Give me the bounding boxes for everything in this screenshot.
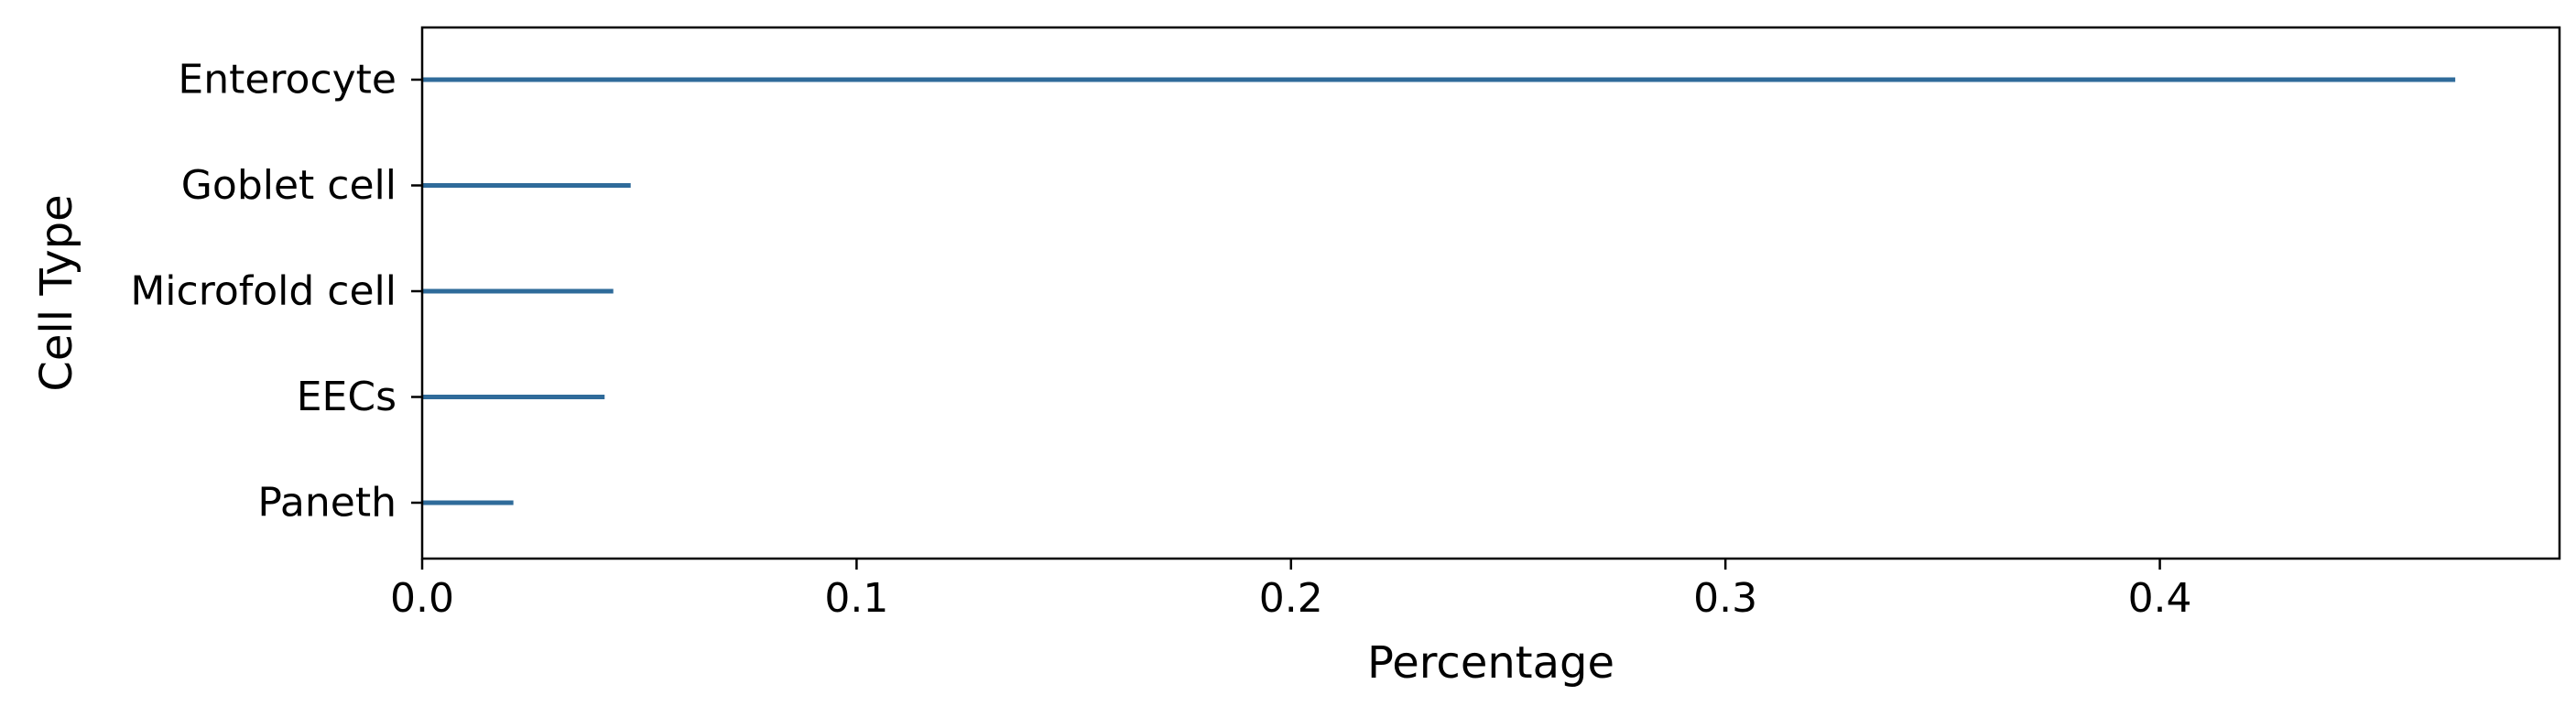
x-tick-label: 0.2 [1259,575,1323,622]
y-axis-label: Cell Type [31,194,82,391]
bar-eecs [422,395,605,399]
bar-enterocyte [422,77,2456,82]
y-tick-label: EECs [297,374,397,420]
y-tick-label: Goblet cell [181,162,397,209]
bar-paneth [422,500,514,505]
x-tick-label: 0.3 [1693,575,1757,622]
x-axis-label: Percentage [1367,637,1614,689]
x-tick-label: 0.1 [824,575,888,622]
y-tick-label: Paneth [257,480,397,527]
bars-layer [422,77,2456,505]
y-tick-label: Microfold cell [130,268,397,315]
bar-goblet-cell [422,183,631,188]
x-tick-label: 0.4 [2128,575,2192,622]
x-tick-label: 0.0 [390,575,454,622]
ticks-layer: Enterocyte Goblet cell Microfold cell EECs P… [130,57,2191,623]
plot-frame [420,26,2561,560]
bar-microfold-cell [422,288,614,294]
y-tick-label: Enterocyte [178,57,397,103]
